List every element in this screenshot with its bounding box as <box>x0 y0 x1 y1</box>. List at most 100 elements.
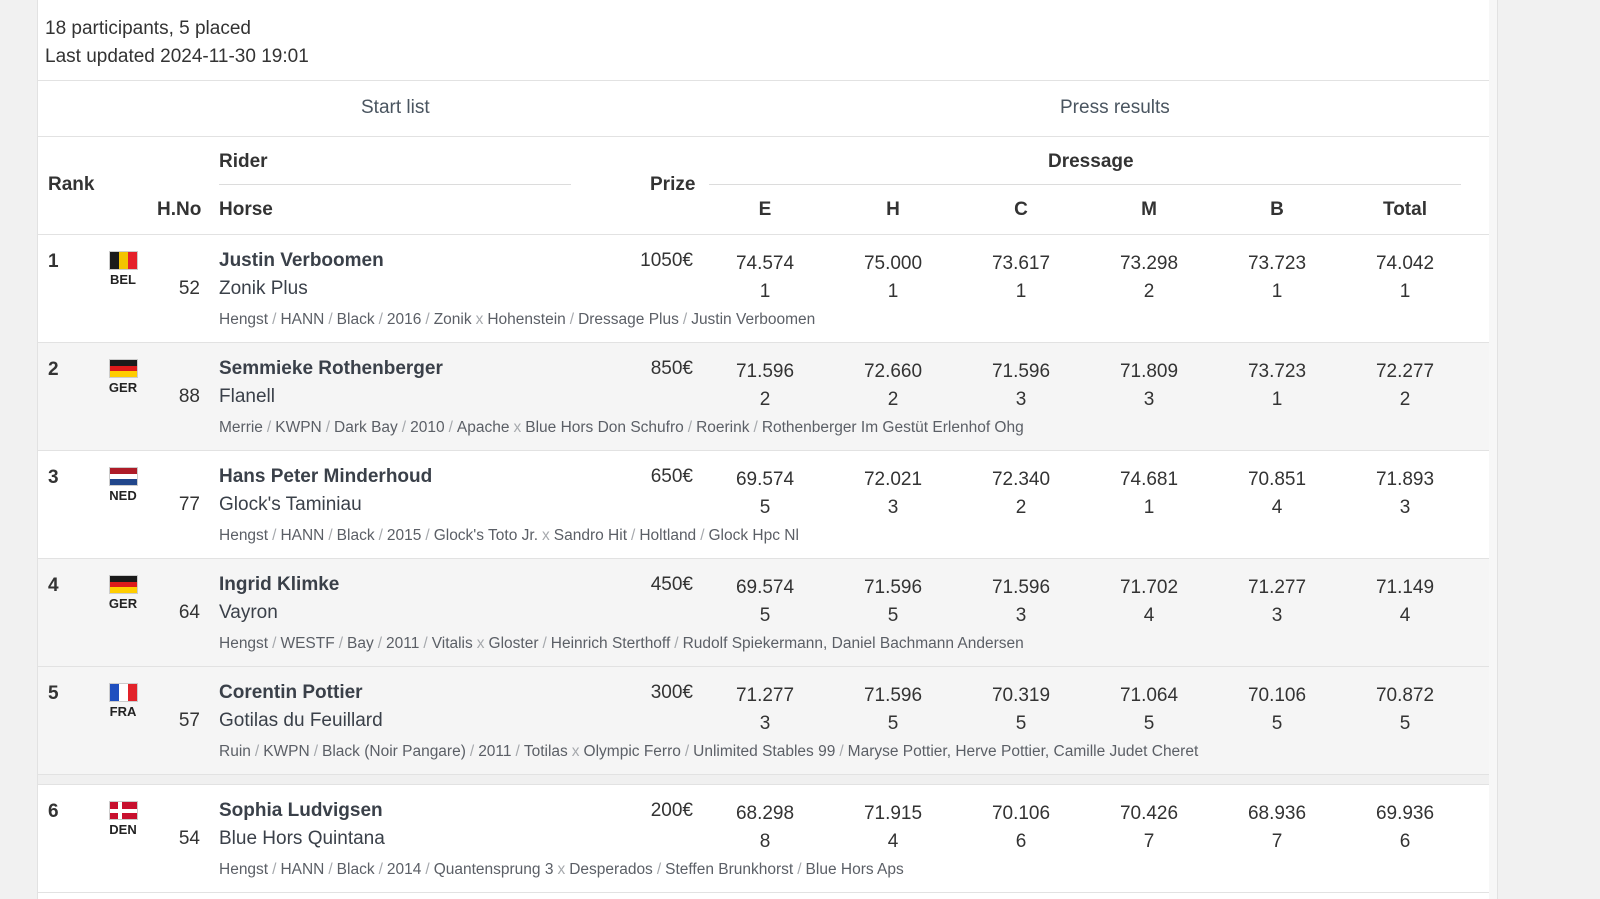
rider-name[interactable]: Sophia Ludvigsen <box>219 800 383 821</box>
score-value: 72.277 <box>1375 361 1435 382</box>
horse-owner-detail: Rudolf Spiekermann, Daniel Bachmann Ande… <box>682 635 1024 652</box>
judge-h-score: 72.021 3 <box>843 466 943 522</box>
separator: / <box>682 311 688 328</box>
horse-detail: Dark Bay <box>334 419 398 436</box>
horse-name[interactable]: Vayron <box>219 602 278 623</box>
result-row[interactable]: 6 DEN 54 Sophia Ludvigsen Blue Hors Quintan… <box>38 785 1497 893</box>
judge-m-score: 71.702 4 <box>1099 574 1199 630</box>
judge-b-score: 70.106 5 <box>1227 682 1327 738</box>
rider-name[interactable]: Justin Verboomen <box>219 250 384 271</box>
judge-c-score: 72.340 2 <box>971 466 1071 522</box>
horse-number: 54 <box>178 828 200 849</box>
separator: / <box>272 861 277 878</box>
score-value: 72.660 <box>863 361 923 382</box>
cross-icon: x <box>476 635 485 652</box>
rank: 6 <box>48 801 59 822</box>
separator: / <box>254 743 260 760</box>
press-results-link[interactable]: Press results <box>1060 97 1170 118</box>
horse-name[interactable]: Zonik Plus <box>219 278 308 299</box>
horse-detail: Merrie <box>219 419 263 436</box>
result-row[interactable]: 4 GER 64 Ingrid Klimke Vayron Hengst / WESTF / Ba… <box>38 559 1497 667</box>
separator: / <box>656 861 662 878</box>
separator: / <box>569 311 575 328</box>
score-rank: 2 <box>1399 389 1411 410</box>
score-value: 70.106 <box>1247 685 1307 706</box>
score-value: 68.936 <box>1247 803 1307 824</box>
judge-b-score: 73.723 1 <box>1227 250 1327 306</box>
judge-c-score: 71.596 3 <box>971 358 1071 414</box>
horse-name[interactable]: Blue Hors Quintana <box>219 828 385 849</box>
score-value: 72.340 <box>991 469 1051 490</box>
horse-name[interactable]: Glock's Taminiau <box>219 494 362 515</box>
separator: / <box>674 635 679 652</box>
horse-detail: KWPN <box>263 743 310 760</box>
horse-detail: Ruin <box>219 743 251 760</box>
score-value: 70.851 <box>1247 469 1307 490</box>
rank: 4 <box>48 575 59 596</box>
separator: / <box>328 311 333 328</box>
score-rank: 1 <box>1271 281 1283 302</box>
score-value: 71.596 <box>735 361 795 382</box>
rider-name[interactable]: Semmieke Rothenberger <box>219 358 443 379</box>
result-row[interactable]: 3 NED 77 Hans Peter Minderhoud Glock's Tamin… <box>38 451 1497 559</box>
sire: Zonik <box>433 311 472 328</box>
flag-icon <box>109 575 138 594</box>
score-rank: 3 <box>1015 605 1027 626</box>
score-value: 74.574 <box>735 253 795 274</box>
score-rank: 1 <box>1399 281 1411 302</box>
result-row[interactable]: 5 FRA 57 Corentin Pottier Gotilas du Feuilla… <box>38 667 1497 775</box>
score-value: 71.064 <box>1119 685 1179 706</box>
separator: / <box>753 419 758 436</box>
score-value: 69.574 <box>735 469 795 490</box>
separator: / <box>338 635 343 652</box>
score-rank: 1 <box>1143 497 1155 518</box>
score-value: 71.149 <box>1375 577 1435 598</box>
score-value: 73.298 <box>1119 253 1179 274</box>
separator: / <box>515 743 520 760</box>
horse-detail: Black <box>336 527 375 544</box>
rider-name[interactable]: Ingrid Klimke <box>219 574 340 595</box>
judge-e-score: 74.574 1 <box>715 250 815 306</box>
horse-detail: Hengst <box>219 861 269 878</box>
horse-name[interactable]: Gotilas du Feuillard <box>219 710 383 731</box>
nation-code: NED <box>109 488 137 503</box>
score-rank: 6 <box>1015 831 1027 852</box>
dressage-header: Dressage <box>1048 151 1134 172</box>
score-rank: 5 <box>1143 713 1155 734</box>
prize-amount: 650€ <box>650 466 693 487</box>
score-rank: 5 <box>1399 713 1411 734</box>
horse-detail: 2011 <box>478 743 512 760</box>
rider-name[interactable]: Corentin Pottier <box>219 682 363 703</box>
dressage-header-divider <box>709 184 1461 185</box>
cross-icon: x <box>513 419 522 436</box>
separator: / <box>687 419 693 436</box>
score-value: 73.617 <box>991 253 1051 274</box>
score-value: 71.277 <box>1247 577 1307 598</box>
result-row[interactable]: 2 GER 88 Semmieke Rothenberger Flanell Merrie… <box>38 343 1497 451</box>
scrollbar-track[interactable] <box>1489 0 1497 899</box>
participants-count: 18 participants, 5 placed <box>45 18 251 39</box>
score-rank: 5 <box>1015 713 1027 734</box>
nation-code: DEN <box>109 822 137 837</box>
horse-details: Hengst / WESTF / Bay/2011/Vitalis x Gloster / He… <box>219 635 1024 653</box>
start-list-link[interactable]: Start list <box>361 97 430 118</box>
rider-name[interactable]: Hans Peter Minderhoud <box>219 466 433 487</box>
result-row[interactable]: 1 BEL 52 Justin Verboomen Zonik Plus Hengst / H… <box>38 235 1497 343</box>
separator: / <box>423 635 428 652</box>
sire: Vitalis <box>431 635 473 652</box>
score-rank: 8 <box>759 831 771 852</box>
score-rank: 4 <box>1399 605 1411 626</box>
score-rank: 5 <box>759 605 771 626</box>
rider-header-divider <box>219 184 571 185</box>
results-links: Start list Press results <box>38 81 1497 137</box>
horse-owner-detail: Blue Hors Aps <box>805 861 904 878</box>
rank-header: Rank <box>48 174 95 195</box>
score-rank: 1 <box>887 281 899 302</box>
score-rank: 4 <box>887 831 899 852</box>
horse-name[interactable]: Flanell <box>219 386 275 407</box>
sire: Glock's Toto Jr. <box>433 527 539 544</box>
score-value: 71.596 <box>863 577 923 598</box>
hno-header: H.No <box>157 199 202 220</box>
judge-e-score: 71.277 3 <box>715 682 815 738</box>
total-score: 74.042 1 <box>1355 250 1455 306</box>
